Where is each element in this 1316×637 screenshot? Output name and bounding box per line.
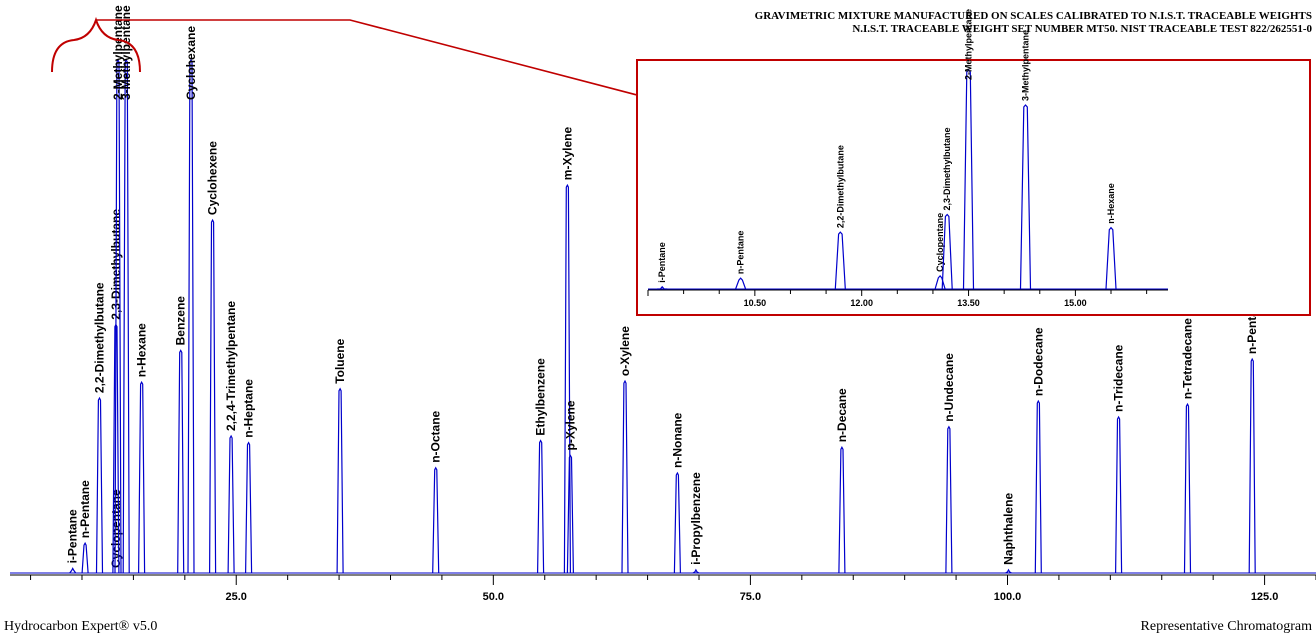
main-peak	[177, 349, 185, 574]
main-peak-label: n-Hexane	[135, 323, 149, 377]
main-peak-label: 2,2,4-Trimethylpentane	[224, 301, 238, 431]
main-peak	[563, 183, 571, 574]
main-peak	[187, 58, 195, 574]
inset-peak-label: i-Pentane	[657, 242, 667, 283]
main-peak	[114, 58, 122, 574]
inset-tick-label: 13.50	[957, 298, 980, 308]
main-peak	[95, 396, 104, 574]
inset-peak	[834, 231, 846, 290]
main-peak-label: m-Xylene	[560, 127, 574, 181]
main-peak	[673, 471, 681, 574]
inset-peak-label: n-Pentane	[736, 231, 746, 275]
zoom-callout	[51, 16, 638, 96]
main-peak-label: n-Nonane	[670, 412, 684, 468]
main-tick-label: 50.0	[483, 591, 504, 603]
main-peak	[1248, 357, 1256, 574]
main-peak-label: i-Pentane	[66, 509, 80, 563]
main-peak-label: n-Heptane	[242, 379, 256, 438]
main-tick-label: 125.0	[1251, 591, 1279, 603]
header-line-2: N.I.S.T. TRACEABLE WEIGHT SET NUMBER MT5…	[852, 23, 1312, 35]
main-plot: 25.0 50.0 75.0 100.0 125.0i-Pentanen-Pentane…	[10, 5, 1316, 603]
software-version-label: Hydrocarbon Expert® v5.0	[4, 619, 158, 634]
main-peak-label: o-Xylene	[618, 326, 632, 376]
main-peak-label: Ethylbenzene	[534, 358, 548, 436]
inset-tick-label: 10.50	[744, 298, 767, 308]
main-peak-label: n-Decane	[835, 388, 849, 442]
main-tick-label: 75.0	[740, 591, 761, 603]
main-peak-label: Cyclopentane	[109, 489, 123, 568]
main-peak	[138, 380, 146, 574]
main-peak-label: Benzene	[174, 296, 188, 346]
inset-peak	[1019, 104, 1032, 290]
main-peak-label: n-Tetradecane	[1181, 318, 1195, 399]
main-peak-label: Cyclohexane	[184, 26, 198, 100]
inset-peak	[941, 213, 953, 290]
main-peak	[1183, 402, 1192, 574]
main-peak-label: 2,2-Dimethylbutane	[93, 282, 107, 393]
main-peak	[566, 454, 574, 574]
main-peak	[838, 446, 846, 574]
main-tick-label: 100.0	[994, 591, 1022, 603]
inset-tick-label: 15.00	[1064, 298, 1087, 308]
inset-peak	[735, 277, 747, 290]
header-line-1: GRAVIMETRIC MIXTURE MANUFACTURED ON SCAL…	[754, 10, 1312, 22]
main-peak	[227, 434, 235, 574]
inset-peak-label: 2-Methylpentane	[964, 9, 974, 80]
main-peak	[81, 541, 89, 574]
main-peak	[692, 568, 700, 574]
main-peak	[945, 425, 953, 574]
main-peak-label: p-Xylene	[563, 400, 577, 450]
main-peak	[245, 441, 253, 574]
main-peak-label: 2-Methylpentane	[111, 5, 125, 100]
main-peak-label: 3-Methylpentane	[119, 5, 133, 100]
main-peak-label: n-Pentane	[78, 480, 92, 538]
main-peak	[1005, 568, 1012, 574]
main-peak-label: Naphthalene	[1002, 493, 1016, 565]
inset-tick-label: 12.00	[850, 298, 873, 308]
main-peak	[432, 466, 440, 574]
main-peak-label: n-Octane	[429, 410, 443, 462]
main-tick-label: 25.0	[226, 591, 247, 603]
main-peak	[537, 439, 545, 574]
inset-peak	[657, 285, 668, 290]
main-peak-label: i-Propylbenzene	[689, 472, 703, 565]
inset-peak-label: 2,2-Dimethylbutane	[835, 145, 845, 228]
main-peak	[621, 379, 629, 574]
main-peak	[336, 387, 344, 574]
chromatogram-caption: Representative Chromatogram	[1140, 619, 1312, 634]
inset-plot: 10.50 12.00 13.50 15.00 i-Pentane n-Pentane 2,…	[636, 9, 1311, 316]
main-peak	[209, 218, 217, 574]
main-peak	[122, 58, 130, 574]
inset-peak-label: n-Hexane	[1106, 183, 1116, 224]
main-peak	[69, 567, 77, 574]
inset-peak-label: Cyclopentane	[935, 213, 945, 272]
inset-peak-label: 3-Methylpentane	[1021, 30, 1031, 101]
main-peak	[1115, 415, 1123, 574]
main-peak-label: n-Tridecane	[1112, 344, 1126, 412]
inset-peak-label: 2,3-Dimethylbutane	[942, 127, 952, 210]
inset-peak	[1105, 226, 1117, 290]
main-peak-label: Cyclohexene	[206, 141, 220, 215]
main-peak-label: n-Dodecane	[1031, 327, 1045, 396]
main-peak-label: Toluene	[333, 338, 347, 383]
zoom-connector-line	[96, 19, 638, 96]
main-peak	[1034, 399, 1042, 574]
main-peak-label: n-Undecane	[942, 353, 956, 422]
inset-peak	[962, 69, 975, 290]
